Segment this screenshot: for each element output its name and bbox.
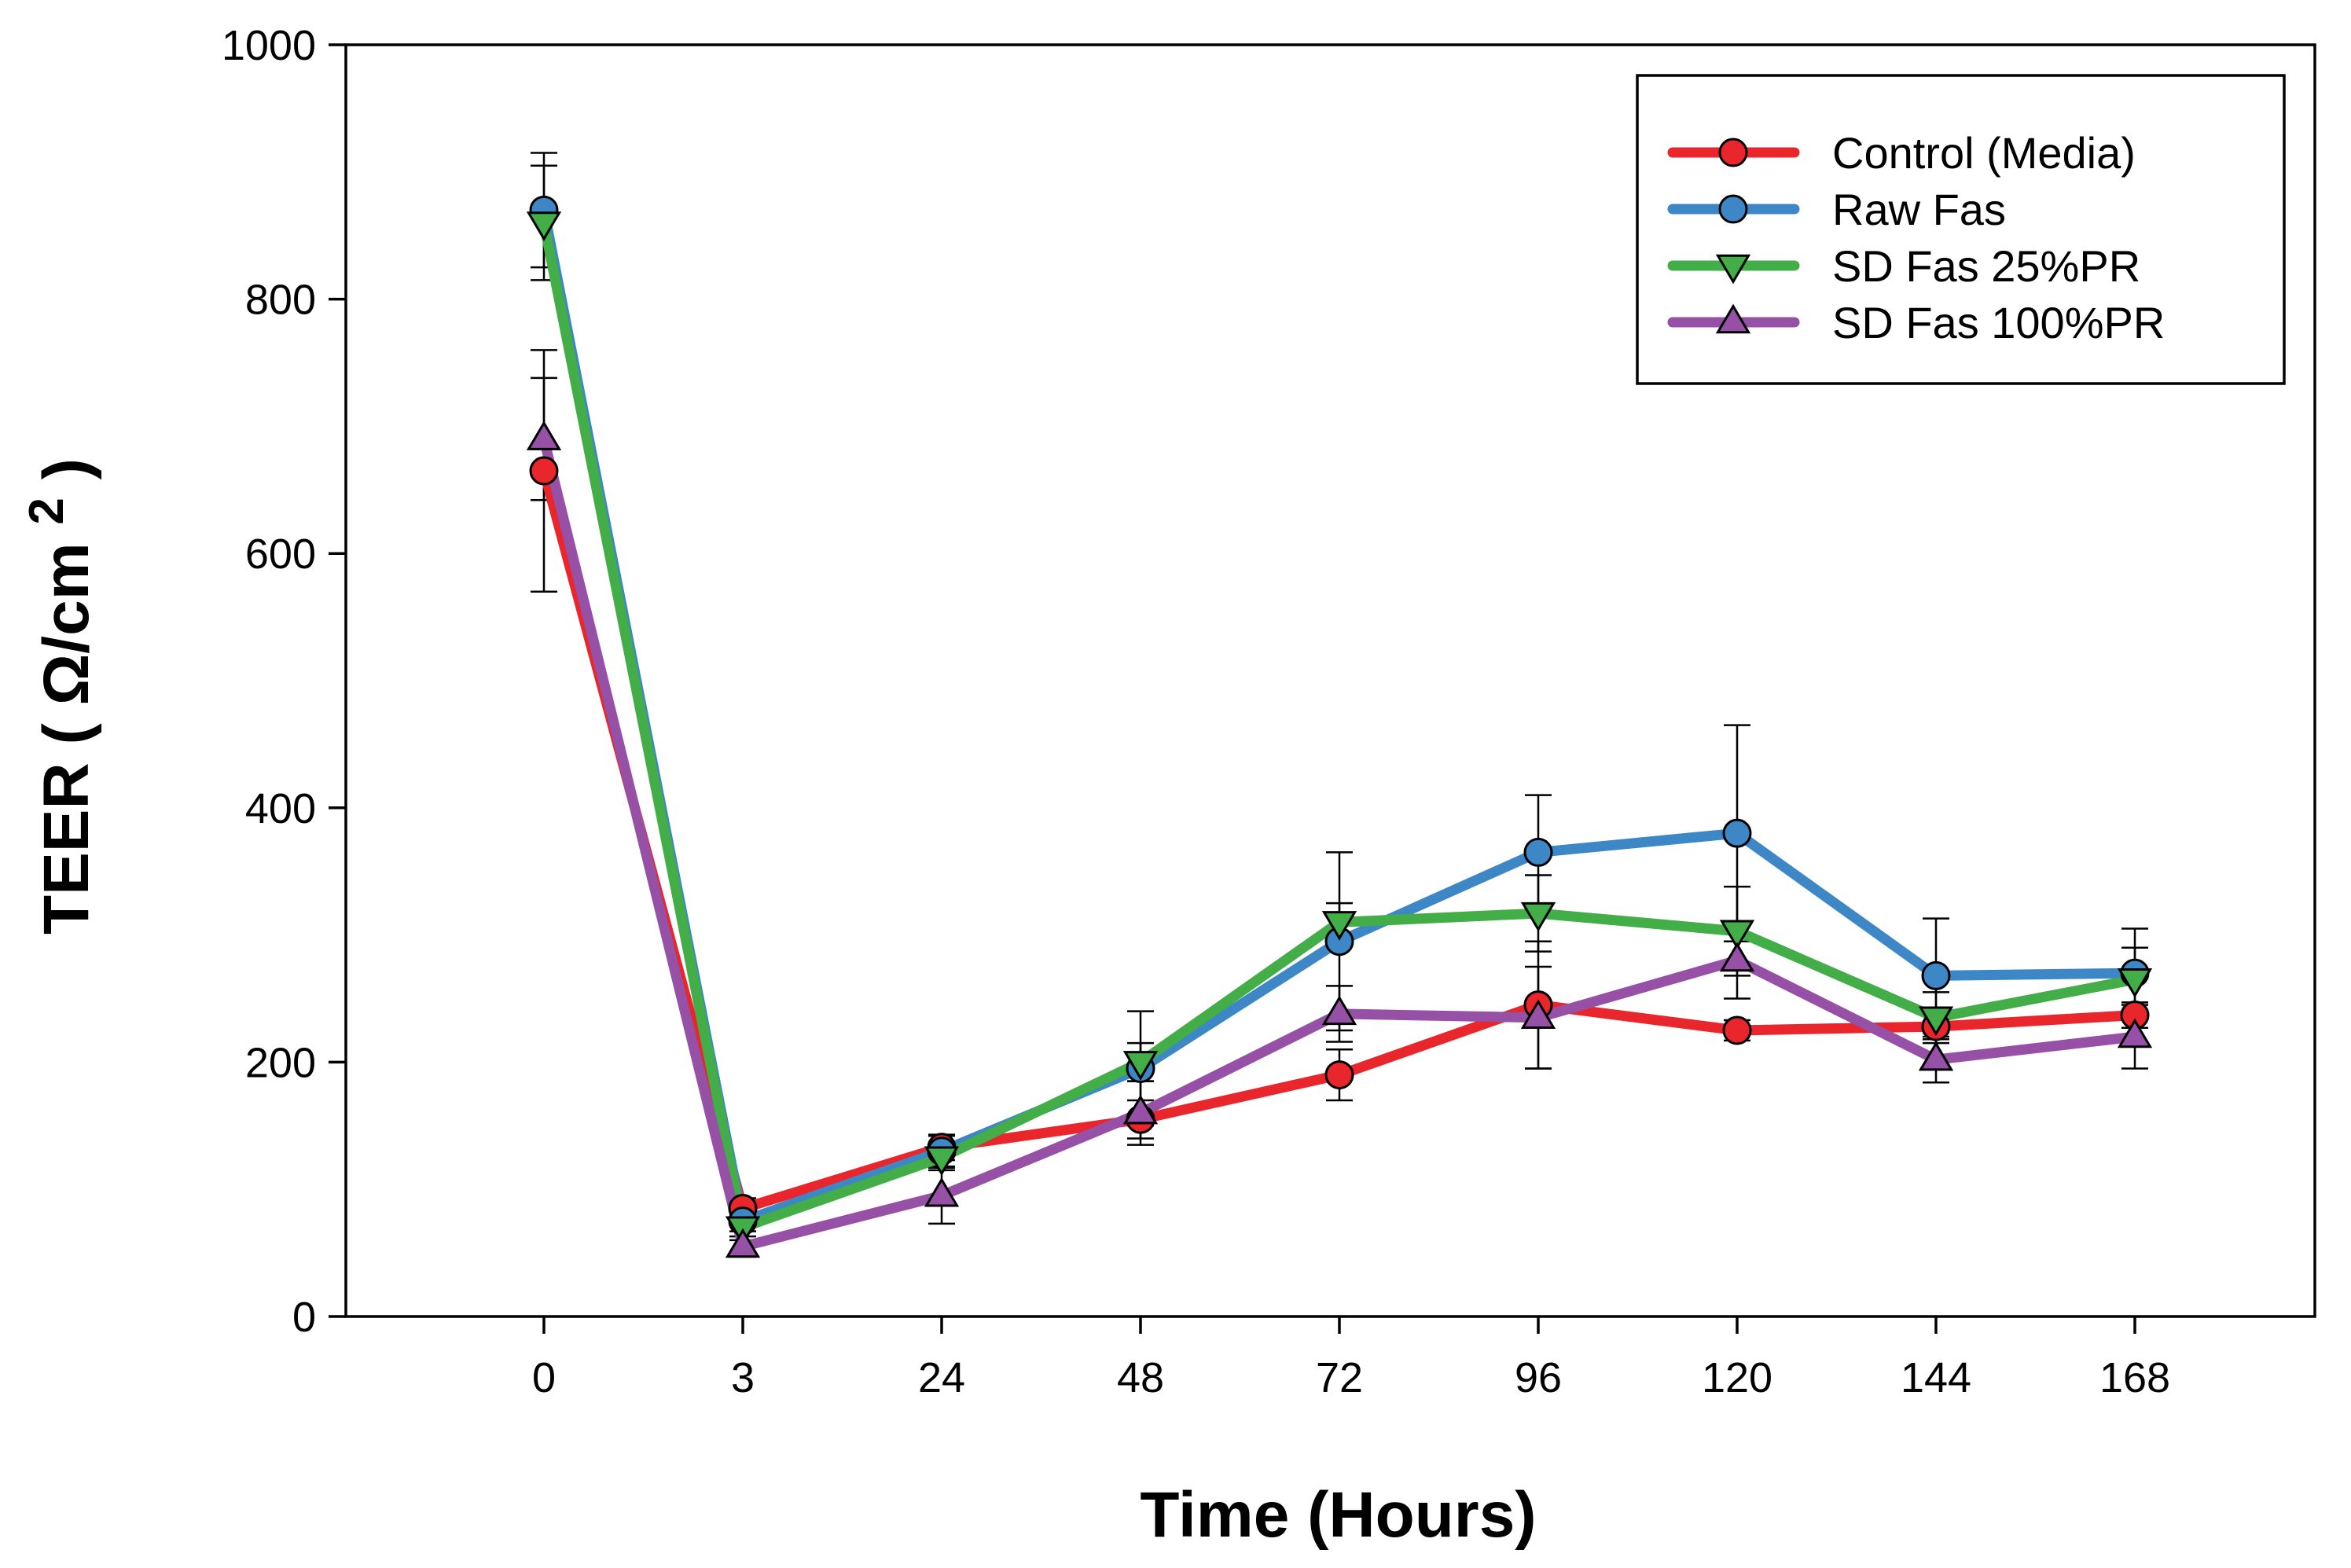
data-point (1523, 837, 1553, 867)
axes (344, 43, 2316, 1318)
x-tick-label: 168 (2099, 1354, 2170, 1401)
x-tick-label: 72 (1316, 1354, 1363, 1401)
legend-label: Control (Media) (1832, 128, 2136, 178)
y-tick-label: 600 (245, 531, 316, 578)
y-axis-title-prefix: TEER ( (31, 705, 102, 935)
x-ticks: 0 3 24 48 72 96 120 144 168 (532, 1316, 2170, 1401)
y-axis-title-unit: Ω/cm (31, 542, 102, 705)
y-axis-title: TEER ( Ω/cm 2 ) (6, 458, 102, 935)
legend-item-1: Raw Fas (1667, 185, 2006, 234)
data-point (1718, 138, 1748, 167)
data-point (924, 1146, 960, 1177)
plot-area (526, 152, 2153, 1258)
x-tick-label: 48 (1117, 1354, 1164, 1401)
data-point (1520, 999, 1556, 1030)
data-point (526, 420, 562, 450)
data-point (1921, 960, 1951, 990)
data-point (1122, 1051, 1159, 1081)
legend-label: SD Fas 25%PR (1832, 241, 2140, 291)
axis-titles: Time (Hours) TEER ( Ω/cm 2 ) (6, 458, 1537, 1551)
y-tick-label: 800 (245, 277, 316, 324)
x-tick-label: 0 (532, 1354, 556, 1401)
data-point (1722, 818, 1752, 848)
data-point (924, 1177, 960, 1207)
x-tick-label: 3 (731, 1354, 755, 1401)
x-tick-label: 120 (1702, 1354, 1772, 1401)
x-tick-label: 96 (1515, 1354, 1562, 1401)
data-point (1122, 1094, 1159, 1125)
series-markers-3 (526, 420, 2153, 1258)
data-point (1918, 1041, 1954, 1071)
data-point (529, 456, 559, 486)
legend-item-3: SD Fas 100%PR (1667, 298, 2165, 347)
data-point (1719, 942, 1755, 972)
data-point (1520, 902, 1556, 932)
data-point (1715, 254, 1751, 285)
data-point (526, 211, 562, 241)
y-axis-title-superscript: 2 (20, 498, 74, 524)
data-point (1321, 995, 1357, 1026)
data-point (1719, 920, 1755, 950)
legend-item-2: SD Fas 25%PR (1667, 241, 2140, 291)
y-tick-label: 0 (292, 1294, 316, 1341)
data-point (725, 1228, 761, 1258)
data-point (1715, 303, 1751, 334)
x-tick-label: 24 (918, 1354, 965, 1401)
legend-item-0: Control (Media) (1667, 128, 2136, 178)
data-point (2117, 968, 2153, 998)
data-point (1324, 1060, 1354, 1090)
data-point (1722, 1015, 1752, 1045)
data-point (1918, 1006, 1954, 1037)
y-ticks: 0 200 400 600 800 1000 (222, 22, 346, 1341)
y-tick-label: 200 (245, 1039, 316, 1086)
legend-label: Raw Fas (1832, 185, 2006, 234)
y-tick-label: 400 (245, 785, 316, 832)
legend: Control (Media) Raw Fas SD Fas 25%PR SD Fas… (1636, 74, 2286, 385)
axes-frame (344, 43, 2316, 1318)
data-point (1321, 911, 1357, 941)
data-point (1718, 194, 1748, 224)
y-axis-title-suffix: ) (31, 458, 102, 479)
data-point (2117, 1018, 2153, 1048)
y-tick-label: 1000 (222, 22, 316, 69)
legend-label: SD Fas 100%PR (1832, 298, 2165, 347)
x-tick-label: 144 (1901, 1354, 1971, 1401)
x-axis-title: Time (Hours) (1140, 1479, 1536, 1551)
